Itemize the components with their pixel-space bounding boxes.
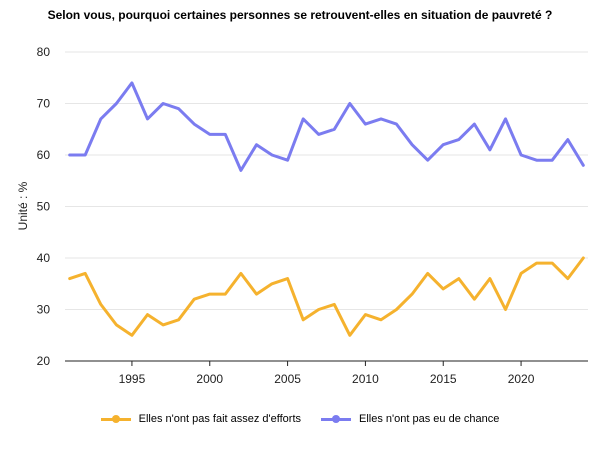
data-point (301, 318, 305, 322)
data-point (348, 102, 352, 106)
data-point (379, 117, 383, 121)
data-point (254, 292, 258, 296)
y-axis-label: Unité : % (16, 181, 30, 230)
data-point (192, 122, 196, 126)
data-point (223, 292, 227, 296)
x-tick-label: 2005 (274, 372, 301, 386)
legend-label-efforts: Elles n'ont pas fait assez d'efforts (138, 413, 302, 425)
x-tick-label: 2015 (430, 372, 457, 386)
data-point (504, 308, 508, 312)
x-tick-label: 2000 (196, 372, 223, 386)
data-point (395, 308, 399, 312)
data-point (332, 127, 336, 131)
data-point (270, 153, 274, 157)
legend-item-chance[interactable]: Elles n'ont pas eu de chance (321, 413, 499, 425)
legend-label-chance: Elles n'ont pas eu de chance (359, 413, 500, 425)
data-point (472, 122, 476, 126)
data-point (519, 153, 523, 157)
data-point (410, 143, 414, 147)
data-point (161, 102, 165, 106)
data-point (348, 333, 352, 337)
data-point (566, 277, 570, 281)
legend-swatch-efforts (100, 413, 131, 425)
data-point (550, 158, 554, 162)
data-point (566, 138, 570, 142)
data-point (145, 117, 149, 121)
y-tick-label: 20 (37, 354, 51, 368)
x-tick-label: 1995 (119, 372, 146, 386)
data-point (99, 302, 103, 306)
data-point (114, 323, 118, 327)
data-point (68, 153, 72, 157)
data-point (223, 132, 227, 136)
y-axis-ticks: 20 30 40 50 60 70 80 (37, 45, 51, 368)
y-tick-label: 80 (37, 45, 51, 59)
data-point (114, 102, 118, 106)
data-point (426, 158, 430, 162)
y-tick-label: 30 (37, 303, 51, 317)
data-point (317, 132, 321, 136)
data-point (550, 261, 554, 265)
x-axis-ticks: 1995 2000 2005 2010 2015 2020 (119, 361, 535, 386)
x-tick-label: 2010 (352, 372, 379, 386)
y-tick-label: 50 (37, 200, 51, 214)
gridlines (65, 51, 588, 310)
data-point (68, 277, 72, 281)
data-point (363, 122, 367, 126)
data-point (239, 271, 243, 275)
data-point (457, 277, 461, 281)
y-tick-label: 70 (37, 97, 51, 111)
data-point (177, 318, 181, 322)
data-point (472, 297, 476, 301)
data-point (301, 117, 305, 121)
data-point (504, 117, 508, 121)
data-point (519, 271, 523, 275)
y-tick-label: 40 (37, 251, 51, 265)
data-point (488, 277, 492, 281)
data-point (286, 158, 290, 162)
data-point (581, 256, 585, 260)
data-point (208, 132, 212, 136)
data-point (535, 261, 539, 265)
data-point (83, 153, 87, 157)
data-point (286, 277, 290, 281)
data-point (457, 138, 461, 142)
chart-title: Selon vous, pourquoi certaines personnes… (47, 8, 553, 22)
data-point (145, 313, 149, 317)
legend-swatch-chance (321, 413, 352, 425)
data-point (208, 292, 212, 296)
data-point (441, 287, 445, 291)
data-point (161, 323, 165, 327)
data-point (332, 302, 336, 306)
data-point (379, 318, 383, 322)
data-point (363, 313, 367, 317)
data-point (395, 122, 399, 126)
data-point (581, 163, 585, 167)
data-point (83, 271, 87, 275)
series-line-efforts (68, 256, 585, 337)
data-point (130, 81, 134, 85)
data-point (410, 292, 414, 296)
series-line-chance (68, 81, 585, 172)
data-point (254, 143, 258, 147)
y-tick-label: 60 (37, 148, 51, 162)
legend: Elles n'ont pas fait assez d'efforts Ell… (0, 413, 600, 425)
series-lines (68, 81, 585, 337)
x-tick-label: 2020 (508, 372, 535, 386)
data-point (426, 271, 430, 275)
data-point (317, 308, 321, 312)
data-point (239, 168, 243, 172)
data-point (192, 297, 196, 301)
data-point (535, 158, 539, 162)
data-point (99, 117, 103, 121)
legend-item-efforts[interactable]: Elles n'ont pas fait assez d'efforts (100, 413, 302, 425)
data-point (488, 148, 492, 152)
data-point (441, 143, 445, 147)
data-point (130, 333, 134, 337)
data-point (177, 107, 181, 111)
data-point (270, 282, 274, 286)
